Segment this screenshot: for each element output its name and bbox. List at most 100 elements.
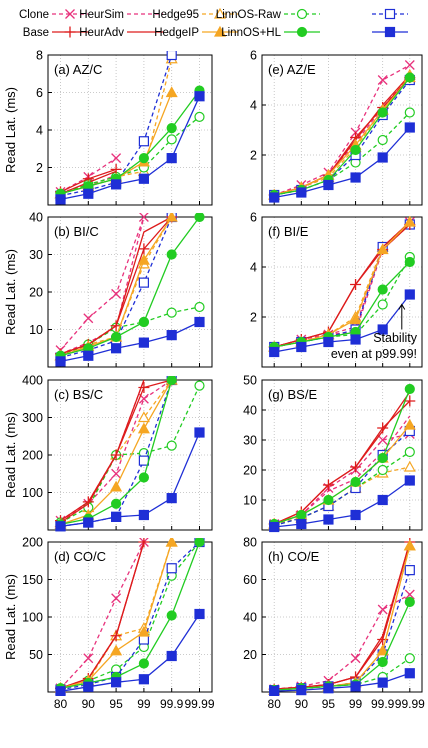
data-point-hedgeip bbox=[403, 539, 416, 551]
data-point-hedgeip bbox=[376, 644, 389, 656]
y-tick-label: 20 bbox=[243, 648, 257, 662]
y-tick-label: 150 bbox=[22, 573, 43, 587]
legend-entry bbox=[372, 26, 408, 38]
series-group bbox=[268, 383, 416, 533]
data-point-bluefilled bbox=[111, 511, 122, 522]
data-point-linnosraw bbox=[377, 299, 388, 310]
data-point-clone bbox=[111, 593, 122, 604]
data-point-bluefilled bbox=[323, 683, 334, 694]
data-point-bluefilled bbox=[55, 356, 66, 367]
data-point-bluefilled bbox=[83, 517, 94, 528]
data-point-bluefilled bbox=[138, 337, 149, 348]
data-point-clone bbox=[83, 313, 94, 324]
data-point-bluefilled bbox=[83, 681, 94, 692]
data-point-bluefilled bbox=[166, 330, 177, 341]
data-point-bluefilled bbox=[55, 521, 66, 532]
data-point-linnoshl bbox=[377, 284, 388, 295]
data-point-hedge95 bbox=[137, 411, 150, 423]
series-line-clone bbox=[274, 593, 411, 690]
y-tick-label: 6 bbox=[250, 211, 257, 225]
series-line-linnoshl bbox=[273, 388, 411, 525]
panel-frame bbox=[261, 54, 423, 206]
series-line-heuradv bbox=[274, 74, 411, 196]
data-point-bluefilled bbox=[404, 122, 415, 133]
data-point-hedgeip bbox=[165, 213, 178, 222]
series-line-heursim bbox=[274, 74, 411, 196]
series-group bbox=[54, 376, 205, 532]
series-line-bluefilled bbox=[60, 96, 201, 201]
data-point-bluefilled bbox=[404, 289, 415, 300]
y-axis-label: Read Lat. (ms) bbox=[3, 87, 18, 173]
data-point-hedgeip bbox=[165, 538, 178, 547]
data-point-hedgeip bbox=[376, 243, 389, 255]
data-point-blueopen bbox=[138, 277, 149, 288]
data-point-clone bbox=[377, 604, 388, 615]
data-point-clone bbox=[111, 153, 122, 164]
y-tick-label: 100 bbox=[22, 611, 43, 625]
series-line-clone bbox=[273, 433, 410, 525]
panel-label: (h) CO/E bbox=[268, 549, 320, 564]
data-point-linnoshl bbox=[138, 658, 149, 669]
data-point-linnoshl bbox=[111, 331, 122, 343]
panel-label: (e) AZ/E bbox=[268, 62, 316, 77]
legend-entry: LinnOS-Raw bbox=[216, 8, 320, 21]
legend-label: LinnOS+HL bbox=[221, 27, 281, 39]
data-point-bluefilled bbox=[269, 346, 280, 358]
legend-entry: HeurAdv bbox=[79, 27, 163, 39]
data-point-bluefilled bbox=[55, 686, 66, 696]
series-line-heursim bbox=[273, 415, 411, 525]
panel: 50 100 150 200 80 90 95 99 99.9 99.99 (d) CO/C bbox=[22, 536, 215, 712]
data-point-bluefilled bbox=[323, 179, 334, 191]
series-line-heuradv bbox=[60, 379, 145, 524]
legend-label: Hedge95 bbox=[152, 9, 199, 21]
series-group bbox=[268, 60, 416, 203]
series-line-base bbox=[273, 400, 411, 525]
data-point-bluefilled bbox=[55, 194, 66, 205]
data-point-bluefilled bbox=[194, 608, 205, 620]
y-tick-label: 6 bbox=[250, 49, 257, 63]
data-point-bluefilled bbox=[194, 91, 205, 102]
data-point-linnoshl bbox=[166, 123, 177, 134]
data-point-linnosraw bbox=[404, 653, 415, 664]
y-tick-label: 2 bbox=[36, 161, 43, 175]
data-point-blueopen bbox=[138, 455, 149, 466]
data-point-linnoshl bbox=[296, 509, 307, 521]
y-tick-label: 4 bbox=[36, 124, 43, 138]
y-tick-label: 10 bbox=[29, 323, 43, 337]
series-line-heuradv bbox=[273, 391, 411, 525]
data-point-bluefilled bbox=[166, 153, 177, 164]
panel-label: (c) BS/C bbox=[54, 387, 103, 402]
y-axis-label: Read Lat. (ms) bbox=[3, 412, 18, 498]
y-tick-label: 200 bbox=[22, 449, 43, 463]
data-point-linnoshl bbox=[194, 538, 205, 548]
data-point-linnosraw bbox=[166, 307, 177, 318]
data-point-bluefilled bbox=[138, 674, 149, 685]
data-point-bluefilled bbox=[296, 685, 307, 696]
series-line-hedgeip bbox=[274, 77, 411, 196]
series-group bbox=[54, 51, 205, 205]
data-point-linnosraw bbox=[194, 111, 205, 122]
series-line-clone bbox=[60, 541, 145, 689]
data-point-bluefilled bbox=[269, 521, 280, 533]
data-point-linnoshl bbox=[377, 107, 388, 118]
series-line-clone bbox=[273, 64, 411, 196]
series-line-hedgeip bbox=[274, 545, 411, 691]
y-tick-label: 100 bbox=[22, 486, 43, 500]
data-point-bluefilled bbox=[83, 350, 94, 361]
data-point-linnosraw bbox=[194, 301, 205, 313]
y-tick-label: 6 bbox=[36, 86, 43, 100]
legend-marker bbox=[296, 8, 308, 20]
legend-label: HedgeIP bbox=[154, 27, 199, 39]
legend-marker bbox=[384, 26, 396, 38]
legend-marker bbox=[213, 7, 227, 19]
data-point-linnoshl bbox=[111, 498, 122, 509]
y-tick-label: 200 bbox=[22, 536, 43, 550]
data-point-blueopen bbox=[138, 136, 149, 147]
y-tick-label: 300 bbox=[22, 411, 43, 425]
panel: 2 4 6 (f) BI/E Stability even at p99.99! bbox=[250, 211, 423, 368]
series-line-linnosraw bbox=[60, 385, 201, 524]
data-point-linnosraw bbox=[166, 134, 177, 145]
data-point-linnosraw bbox=[194, 380, 205, 391]
data-point-bluefilled bbox=[111, 179, 122, 190]
